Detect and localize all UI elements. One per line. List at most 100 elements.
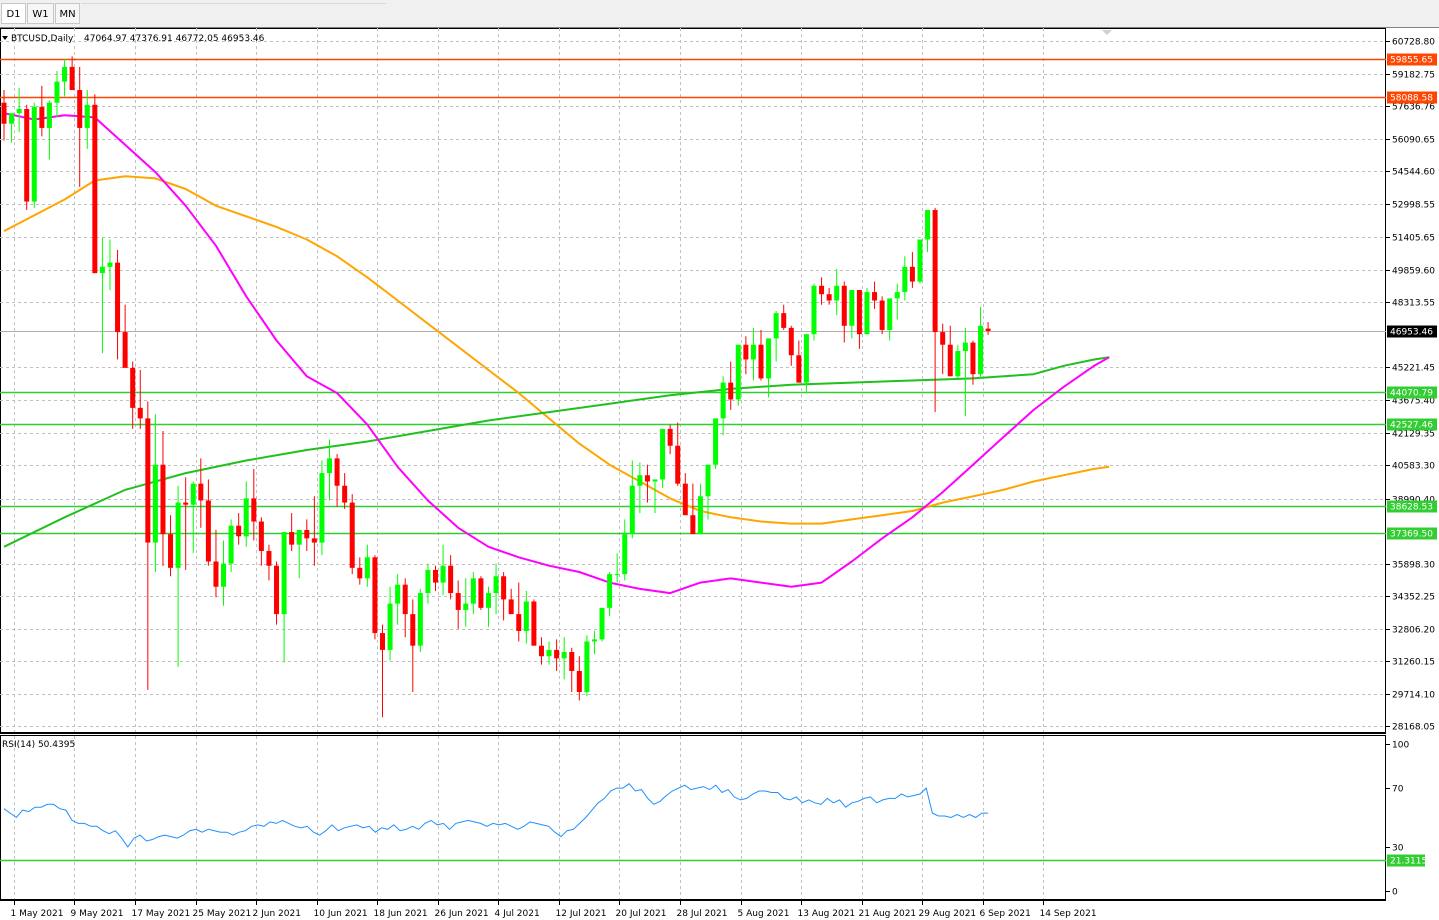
candle-body	[902, 266, 908, 293]
candles	[1, 56, 991, 718]
candle-body	[713, 418, 719, 465]
tab-mn[interactable]: MN	[55, 3, 80, 24]
x-tick-label: 21 Aug 2021	[859, 909, 917, 919]
timeframe-tabbar: D1 W1 MN	[0, 0, 1439, 28]
candle-body	[675, 445, 681, 484]
x-tick-label: 13 Aug 2021	[798, 909, 856, 919]
x-tick-label: 5 Aug 2021	[738, 909, 790, 919]
candle-body	[622, 534, 628, 575]
candle-body	[546, 649, 552, 657]
price-pane[interactable]	[0, 28, 1386, 733]
tab-d1[interactable]: D1	[1, 3, 26, 24]
candle-body	[228, 525, 234, 564]
ohlc-readout: 47064.97 47376.91 46772.05 46953.46	[84, 34, 265, 44]
candle-body	[9, 113, 15, 124]
candle-body	[31, 106, 37, 202]
candle-body	[841, 285, 847, 326]
candle-body	[803, 334, 809, 383]
y-tick-label: 57636.76	[1392, 103, 1435, 113]
candle-body	[523, 601, 529, 631]
x-tick-label: 9 May 2021	[71, 909, 124, 919]
candle-body	[46, 102, 52, 128]
candle-body	[304, 529, 310, 539]
candle-body	[115, 262, 121, 333]
price-grid	[0, 28, 1386, 732]
level-label: 42527.46	[1390, 421, 1433, 431]
rsi-pane[interactable]	[0, 735, 1386, 900]
candle-body	[607, 574, 613, 608]
level-label: 37369.50	[1390, 530, 1433, 540]
rsi-tick-label: 100	[1392, 741, 1409, 751]
candle-body	[591, 639, 597, 642]
candle-body	[327, 458, 333, 474]
candle-body	[395, 584, 401, 604]
dropdown-triangle-icon[interactable]	[2, 36, 8, 40]
candle-body	[62, 66, 68, 82]
candle-body	[728, 382, 734, 400]
candle-body	[258, 521, 264, 551]
chart-area[interactable]: 60728.80 59182.75 57636.76 56090.65 54544.60…	[0, 28, 1439, 920]
level-label-bg	[1387, 527, 1437, 540]
y-tick-label: 42129.35	[1392, 430, 1435, 440]
candle-body	[380, 633, 385, 650]
rsi-level-label: 21.3115	[1390, 857, 1427, 867]
y-tick-label: 31260.15	[1392, 658, 1435, 668]
moving-averages	[3, 112, 1110, 595]
candle-body	[864, 292, 870, 335]
candle-body	[357, 567, 363, 579]
candle-body	[425, 569, 431, 594]
candle-body	[372, 557, 378, 634]
candle-body	[834, 285, 840, 301]
candle-body	[538, 645, 544, 657]
y-tick-label: 29714.10	[1392, 691, 1435, 701]
level-label: 58088.58	[1390, 94, 1433, 104]
candle-body	[281, 532, 287, 615]
candle-body	[508, 599, 514, 615]
y-tick-label: 32806.20	[1392, 626, 1435, 636]
candle-body	[213, 561, 219, 587]
candle-body	[856, 289, 862, 335]
candle-body	[629, 485, 635, 535]
x-tick-label: 28 Jul 2021	[677, 909, 728, 919]
candle-body	[584, 641, 590, 693]
candle-body	[274, 565, 280, 615]
candle-body	[198, 483, 204, 501]
candle-body	[402, 584, 408, 615]
candle-body	[614, 574, 620, 576]
candle-body	[985, 328, 991, 331]
tab-w1[interactable]: W1	[27, 3, 54, 24]
candle-body	[137, 407, 143, 419]
level-label-bg	[1387, 418, 1437, 431]
x-tick-label: 26 Jun 2021	[435, 909, 489, 919]
candle-body	[682, 483, 688, 516]
candle-body	[334, 458, 340, 486]
candle-body	[705, 464, 711, 497]
candle-body	[1, 102, 7, 124]
candle-body	[69, 66, 75, 91]
rsi-line	[0, 783, 1386, 862]
x-tick-label: 17 May 2021	[132, 909, 191, 919]
x-tick-label: 4 Jul 2021	[495, 909, 540, 919]
y-tick-label: 40583.30	[1392, 462, 1435, 472]
candle-body	[289, 532, 295, 545]
rsi-header: RSI(14) 50.4395	[2, 740, 75, 750]
y-tick-label: 45221.45	[1392, 364, 1435, 374]
candle-body	[962, 342, 968, 352]
candle-body	[84, 104, 90, 128]
candle-body	[955, 351, 961, 377]
rsi-level-bg	[1387, 854, 1425, 867]
candle-body	[947, 344, 953, 377]
y-tick-label: 51405.65	[1392, 234, 1435, 244]
candle-body	[319, 473, 325, 543]
x-tick-label: 20 Jul 2021	[616, 909, 667, 919]
candle-body	[826, 294, 832, 301]
rsi-axis: 100 70 30 0 21.3115	[1386, 741, 1427, 898]
y-tick-label: 52998.55	[1392, 201, 1435, 211]
candle-body	[175, 502, 181, 568]
candle-body	[697, 496, 703, 535]
candle-body	[387, 603, 393, 650]
shift-marker-icon[interactable]	[1102, 30, 1112, 35]
candle-body	[879, 300, 885, 330]
level-label-bg	[1387, 386, 1437, 399]
candle-body	[909, 266, 915, 282]
